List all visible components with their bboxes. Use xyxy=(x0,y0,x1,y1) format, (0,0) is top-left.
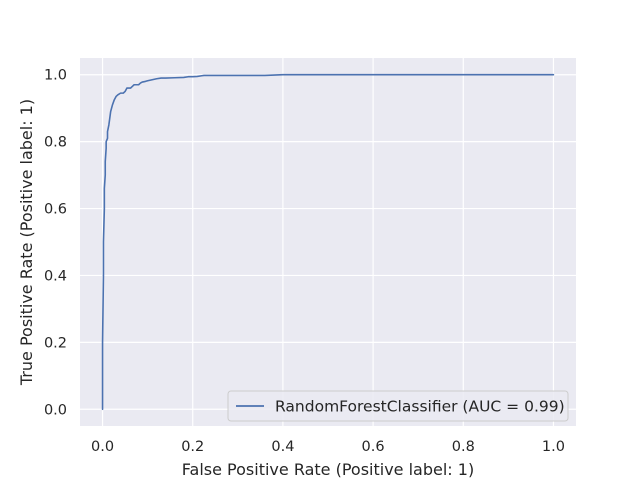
x-axis-label: False Positive Rate (Positive label: 1) xyxy=(182,460,474,479)
y-tick-label: 0.8 xyxy=(44,135,67,151)
x-tick-label: 0.6 xyxy=(362,439,385,455)
y-tick-labels: 0.0 0.2 0.4 0.6 0.8 1.0 xyxy=(44,68,67,419)
y-axis-label: True Positive Rate (Positive label: 1) xyxy=(17,99,36,386)
roc-curve-line xyxy=(101,73,555,411)
y-tick-label: 0.6 xyxy=(44,202,67,218)
x-tick-label: 1.0 xyxy=(542,439,565,455)
legend-box xyxy=(227,390,569,422)
grid xyxy=(80,58,576,426)
legend: RandomForestClassifier (AUC = 0.99) xyxy=(227,390,569,422)
x-tick-label: 0.0 xyxy=(91,439,114,455)
y-tick-label: 0.2 xyxy=(44,335,67,351)
series-layer xyxy=(101,73,555,411)
legend-entry-label: RandomForestClassifier (AUC = 0.99) xyxy=(275,398,565,416)
y-tick-label: 0.4 xyxy=(44,268,67,284)
plot-area xyxy=(80,58,576,426)
x-tick-label: 0.8 xyxy=(452,439,475,455)
x-tick-label: 0.4 xyxy=(271,439,294,455)
y-tick-label: 0.0 xyxy=(44,402,67,418)
y-tick-label: 1.0 xyxy=(44,68,67,84)
x-tick-labels: 0.0 0.2 0.4 0.6 0.8 1.0 xyxy=(91,439,565,455)
x-tick-label: 0.2 xyxy=(181,439,204,455)
